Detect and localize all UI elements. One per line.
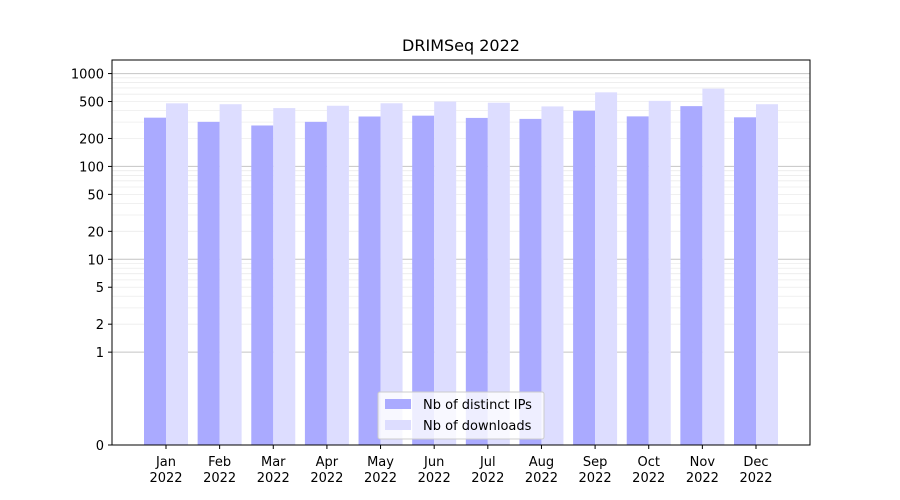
x-tick-label-month: Dec [743,455,768,470]
bar-downloads [273,108,296,445]
bar-downloads [702,88,725,446]
y-tick-label: 1000 [71,68,104,83]
x-tick-label-month: Aug [529,455,554,470]
x-tick-label-year: 2022 [418,471,451,486]
y-tick-label: 50 [87,188,104,203]
bar-downloads [648,100,671,445]
bar-downloads [541,106,564,445]
bar-downloads [380,103,403,445]
legend-swatch-ips [385,399,411,409]
y-tick-label: 20 [87,225,104,240]
x-tick-label-year: 2022 [632,471,665,486]
bar-downloads [326,105,349,446]
x-tick-label-month: May [367,455,394,470]
x-tick-label-month: Nov [690,455,716,470]
x-tick-label-month: Jun [423,455,444,470]
bar-distinct-ips [304,121,327,445]
bar-distinct-ips [251,125,274,446]
y-tick-label: 0 [96,439,104,454]
bar-downloads [487,102,510,445]
x-tick-label-month: Jul [479,455,496,470]
x-tick-label-month: Feb [208,455,231,470]
y-axis: 0 1 2 5 10 20 50 100 200 500 1000 [71,68,112,454]
bar-distinct-ips [734,117,756,445]
y-tick-label: 500 [79,96,104,111]
chart-title: DRIMSeq 2022 [402,36,520,55]
legend-swatch-downloads [385,420,411,430]
x-tick-label-year: 2022 [310,471,343,486]
bar-distinct-ips [412,115,435,445]
bar-downloads [434,101,457,446]
bar-distinct-ips [573,110,596,446]
bar-distinct-ips [519,118,542,445]
legend-box [377,391,545,440]
x-tick-label-year: 2022 [257,471,290,486]
x-tick-label-month: Oct [637,455,659,470]
bar-distinct-ips [144,117,166,446]
x-axis: Jan2022Feb2022Mar2022Apr2022May2022Jun20… [149,445,773,486]
y-tick-label: 100 [79,160,104,175]
x-tick-label-year: 2022 [525,471,558,486]
x-tick-label-year: 2022 [739,471,772,486]
x-tick-label-year: 2022 [471,471,504,486]
y-tick-label: 1 [96,346,104,361]
legend-label-ips: Nb of distinct IPs [423,398,532,413]
y-tick-label: 5 [96,281,104,296]
bar-distinct-ips [358,116,381,446]
x-tick-label-year: 2022 [364,471,397,486]
bar-distinct-ips [465,117,488,446]
x-tick-label-month: Sep [583,455,608,470]
bar-downloads [166,103,188,446]
y-tick-label: 200 [79,132,104,147]
plot-area [111,59,811,446]
x-tick-label-month: Jan [155,455,176,470]
legend-label-downloads: Nb of downloads [423,419,532,434]
x-tick-label-month: Apr [316,455,339,470]
x-tick-label-year: 2022 [203,471,236,486]
y-tick-label: 10 [87,253,104,268]
bar-downloads [756,104,778,445]
bar-downloads [595,92,618,445]
x-tick-label-year: 2022 [686,471,719,486]
x-tick-label-year: 2022 [579,471,612,486]
bar-distinct-ips [197,121,220,445]
y-tick-label: 2 [96,318,104,333]
bar-distinct-ips [626,116,649,446]
x-tick-label-year: 2022 [149,471,182,486]
bar-downloads [219,104,242,445]
bars [144,88,778,446]
bar-distinct-ips [680,106,703,446]
legend: Nb of distinct IPs Nb of downloads [377,391,545,440]
x-tick-label-month: Mar [261,455,286,470]
